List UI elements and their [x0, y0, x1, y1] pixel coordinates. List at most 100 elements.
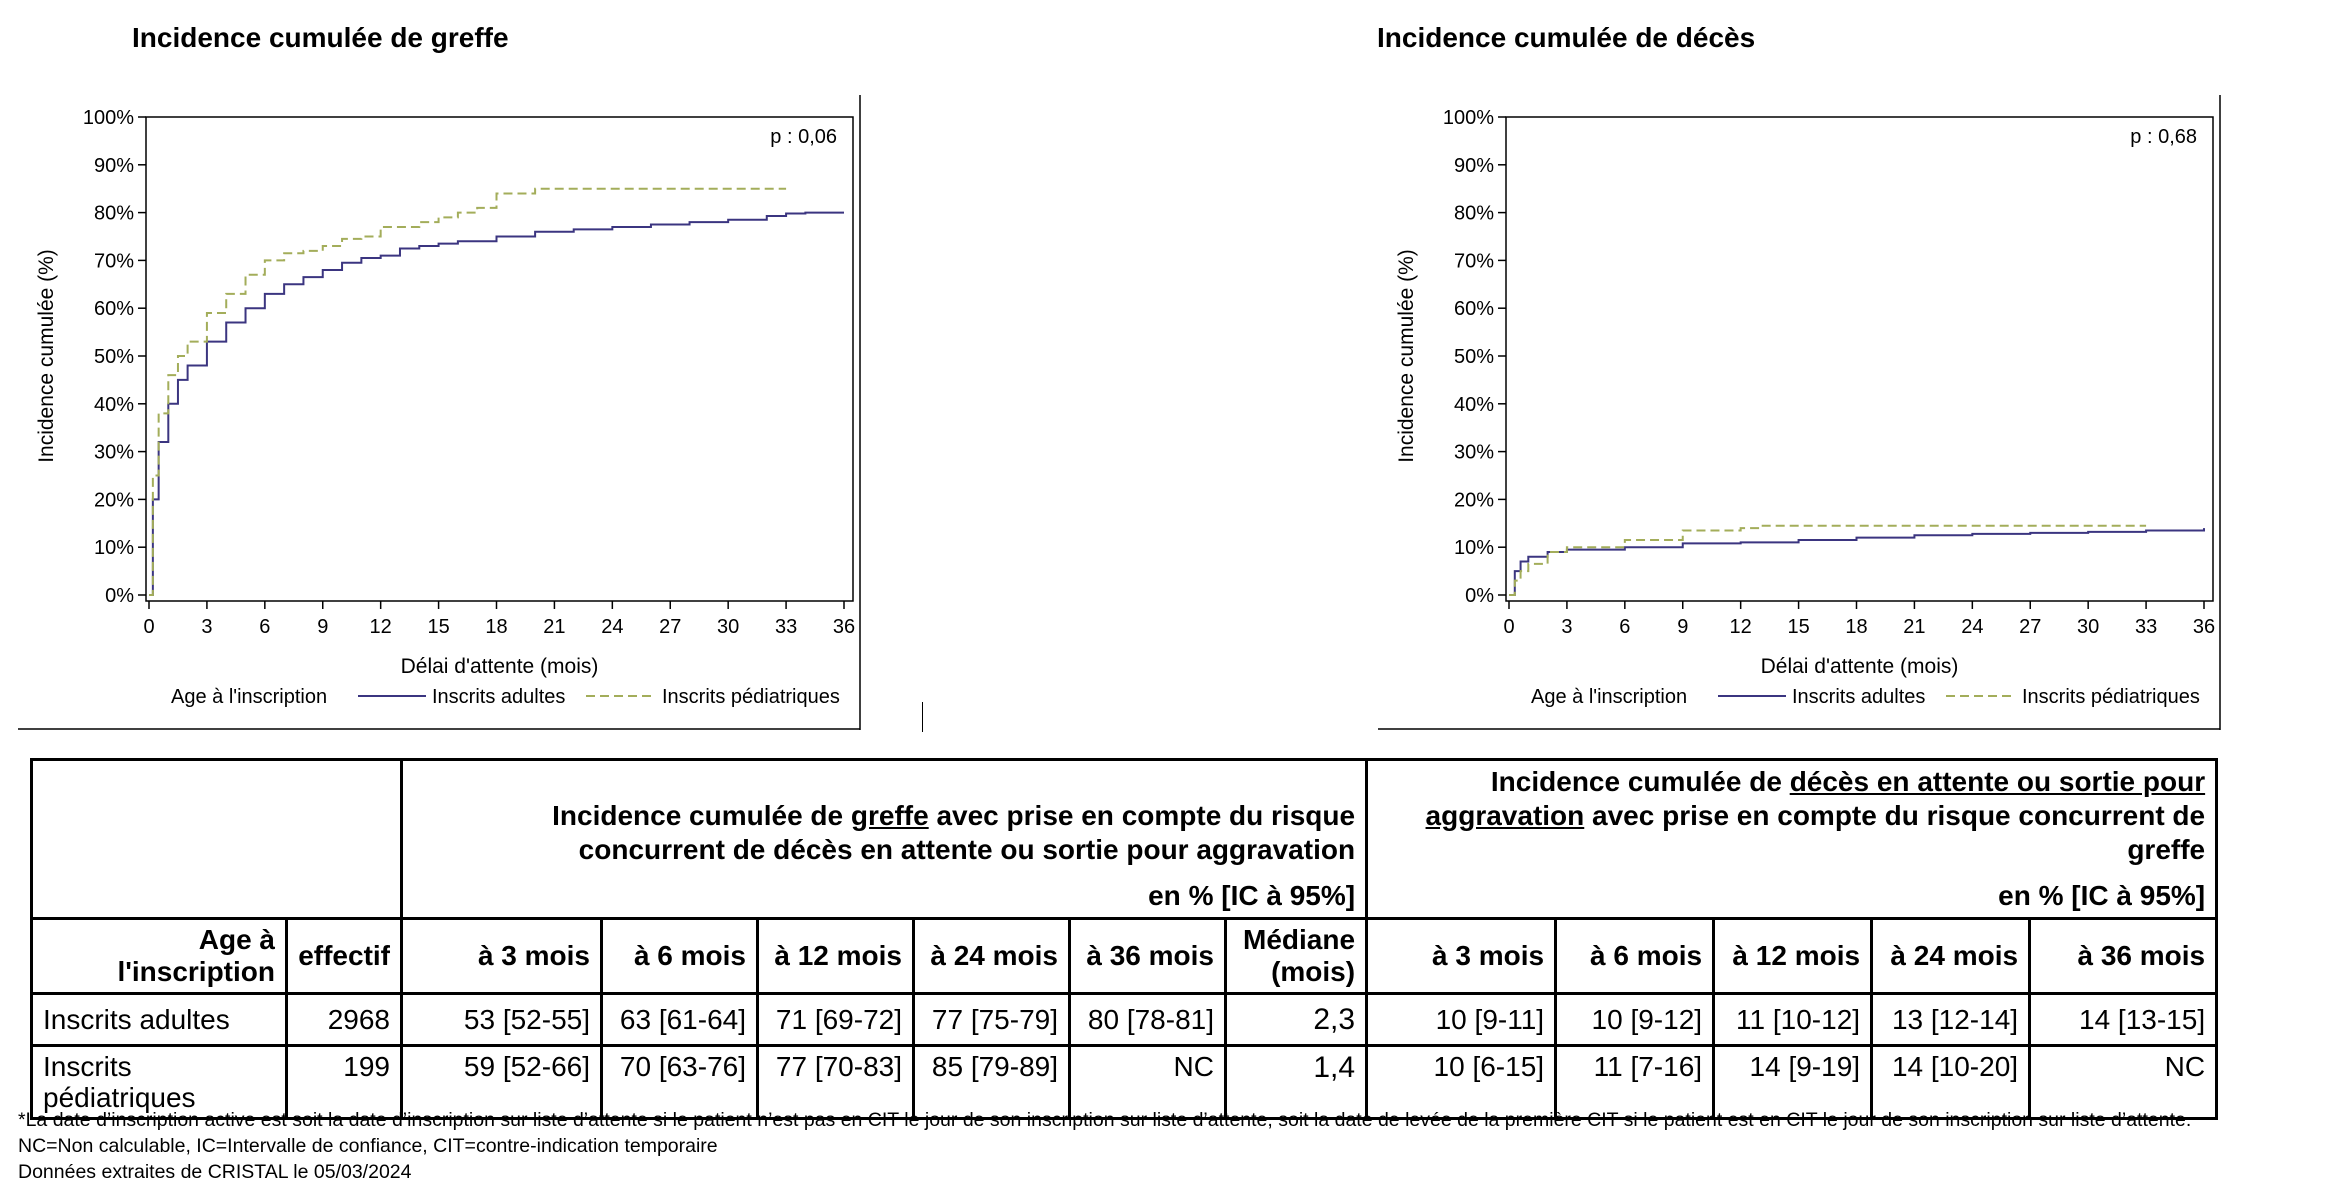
unit-label: en % [IC à 95%]	[1998, 880, 2206, 911]
x-axis-label: Délai d'attente (mois)	[401, 655, 599, 678]
table-cell: 13 [12-14]	[1870, 992, 2032, 1047]
table-cell: 63 [61-64]	[600, 992, 759, 1047]
x-tick-label: 24	[1961, 616, 1983, 638]
y-tick-label: 70%	[1454, 250, 1494, 272]
table-cell: 199	[285, 1044, 403, 1120]
x-tick-label: 3	[1561, 616, 1572, 638]
x-tick-label: 36	[833, 616, 855, 638]
legend-label-pediatric: Inscrits pédiatriques	[2022, 686, 2200, 708]
x-tick-label: 33	[775, 616, 797, 638]
chart-title-greffe: Incidence cumulée de greffe	[132, 22, 509, 53]
p-value-label: p : 0,06	[770, 126, 837, 148]
chart-title-deces: Incidence cumulée de décès	[1377, 22, 1756, 53]
x-tick-label: 27	[659, 616, 681, 638]
underlined-greffe: greffe	[850, 800, 929, 831]
table-cell: 70 [63-76]	[600, 1044, 759, 1120]
plot-area	[1505, 116, 2214, 602]
table-cell: 53 [52-55]	[400, 992, 603, 1047]
legend-title: Age à l'inscription	[1531, 686, 1687, 708]
y-tick-label: 60%	[1454, 298, 1494, 320]
x-tick-label: 6	[259, 616, 270, 638]
results-table: Incidence cumulée de greffe avec prise e…	[30, 758, 2219, 1120]
y-tick-label: 10%	[1454, 537, 1494, 559]
x-tick-label: 36	[2193, 616, 2215, 638]
table-cell: 14 [10-20]	[1870, 1044, 2032, 1120]
y-tick-label: 100%	[1443, 107, 1494, 129]
x-tick-label: 27	[2019, 616, 2041, 638]
y-tick-label: 20%	[1454, 489, 1494, 511]
table-cell: 10 [9-12]	[1554, 992, 1716, 1047]
table-cell: 80 [78-81]	[1068, 992, 1227, 1047]
y-tick-label: 40%	[1454, 394, 1494, 416]
column-header: à 24 mois	[912, 917, 1071, 995]
table-group-header-row: Incidence cumulée de greffe avec prise e…	[30, 758, 2219, 920]
y-tick-label: 20%	[94, 489, 134, 511]
column-header: à 3 mois	[1365, 917, 1558, 995]
footnotes: *La date d’inscription active est soit l…	[18, 1107, 2191, 1185]
x-tick-label: 18	[1845, 616, 1867, 638]
table-cell: 77 [70-83]	[756, 1044, 915, 1120]
table-row: Inscrits adultes 2968 53 [52-55] 63 [61-…	[30, 992, 2219, 1047]
table-cell: 11 [7-16]	[1554, 1044, 1716, 1120]
x-tick-label: 30	[2077, 616, 2099, 638]
x-tick-label: 21	[543, 616, 565, 638]
empty-header-cell	[30, 758, 403, 920]
column-header: à 6 mois	[600, 917, 759, 995]
column-header: à 12 mois	[756, 917, 915, 995]
y-tick-label: 80%	[1454, 203, 1494, 225]
series-line-adult	[1509, 528, 2205, 596]
x-tick-label: 30	[717, 616, 739, 638]
table-cell: 85 [79-89]	[912, 1044, 1071, 1120]
legend-label-adult: Inscrits adultes	[1792, 686, 1925, 708]
y-axis-label: Incidence cumulée (%)	[35, 249, 58, 463]
column-header: à 24 mois	[1870, 917, 2032, 995]
x-tick-label: 15	[1787, 616, 1809, 638]
x-tick-label: 9	[317, 616, 328, 638]
underlined-deces: décès en attente ou sortie pour aggravat…	[1425, 766, 2206, 831]
footnote: NC=Non calculable, IC=Intervalle de conf…	[18, 1135, 718, 1157]
x-tick-label: 33	[2135, 616, 2157, 638]
table-cell: Inscrits adultes	[30, 992, 288, 1047]
series-line-pediatric	[149, 187, 787, 596]
y-tick-label: 70%	[94, 250, 134, 272]
y-tick-label: 50%	[94, 346, 134, 368]
y-tick-label: 50%	[1454, 346, 1494, 368]
x-tick-label: 12	[370, 616, 392, 638]
y-axis-label: Incidence cumulée (%)	[1395, 249, 1418, 463]
y-tick-label: 90%	[1454, 155, 1494, 177]
table-cell: NC	[2028, 1044, 2219, 1120]
x-tick-label: 9	[1677, 616, 1688, 638]
table-cell: 77 [75-79]	[912, 992, 1071, 1047]
table-cell: 1,4	[1223, 1044, 1369, 1120]
unit-label: en % [IC à 95%]	[1148, 880, 1356, 911]
table-cell: Inscrits pédiatriques	[30, 1044, 288, 1120]
y-tick-label: 0%	[105, 585, 134, 607]
table-column-header-row: Age à l'inscription effectif à 3 mois à …	[30, 917, 2219, 995]
x-tick-label: 18	[485, 616, 507, 638]
column-header: Médiane (mois)	[1223, 917, 1369, 995]
column-header: à 36 mois	[1068, 917, 1227, 995]
series-line-adult	[149, 211, 844, 596]
column-header: à 36 mois	[2028, 917, 2219, 995]
table-cell: 14 [13-15]	[2028, 992, 2219, 1047]
x-tick-label: 15	[427, 616, 449, 638]
chart-greffe: 0%10%20%30%40%50%60%70%80%90%100%0 3 6 9 12 1…	[18, 95, 861, 730]
x-tick-label: 21	[1903, 616, 1925, 638]
table-row: Inscrits pédiatriques 199 59 [52-66] 70 …	[30, 1044, 2219, 1120]
footnote: *La date d’inscription active est soit l…	[18, 1109, 2192, 1131]
plot-area	[145, 116, 854, 602]
chart-deces: 0%10%20%30%40%50%60%70%80%90%100%0 3 6 9 12 1…	[1378, 95, 2221, 730]
separator-line	[922, 702, 923, 732]
column-header: Age à l'inscription	[30, 917, 288, 995]
column-header: à 6 mois	[1554, 917, 1716, 995]
x-tick-label: 0	[143, 616, 154, 638]
legend-title: Age à l'inscription	[171, 686, 327, 708]
footnote: Données extraites de CRISTAL le 05/03/20…	[18, 1161, 412, 1183]
legend-label-pediatric: Inscrits pédiatriques	[662, 686, 840, 708]
table-cell: 10 [6-15]	[1365, 1044, 1558, 1120]
legend-label-adult: Inscrits adultes	[432, 686, 565, 708]
table-cell: 11 [10-12]	[1712, 992, 1874, 1047]
y-tick-label: 80%	[94, 203, 134, 225]
x-tick-label: 12	[1730, 616, 1752, 638]
y-tick-label: 40%	[94, 394, 134, 416]
